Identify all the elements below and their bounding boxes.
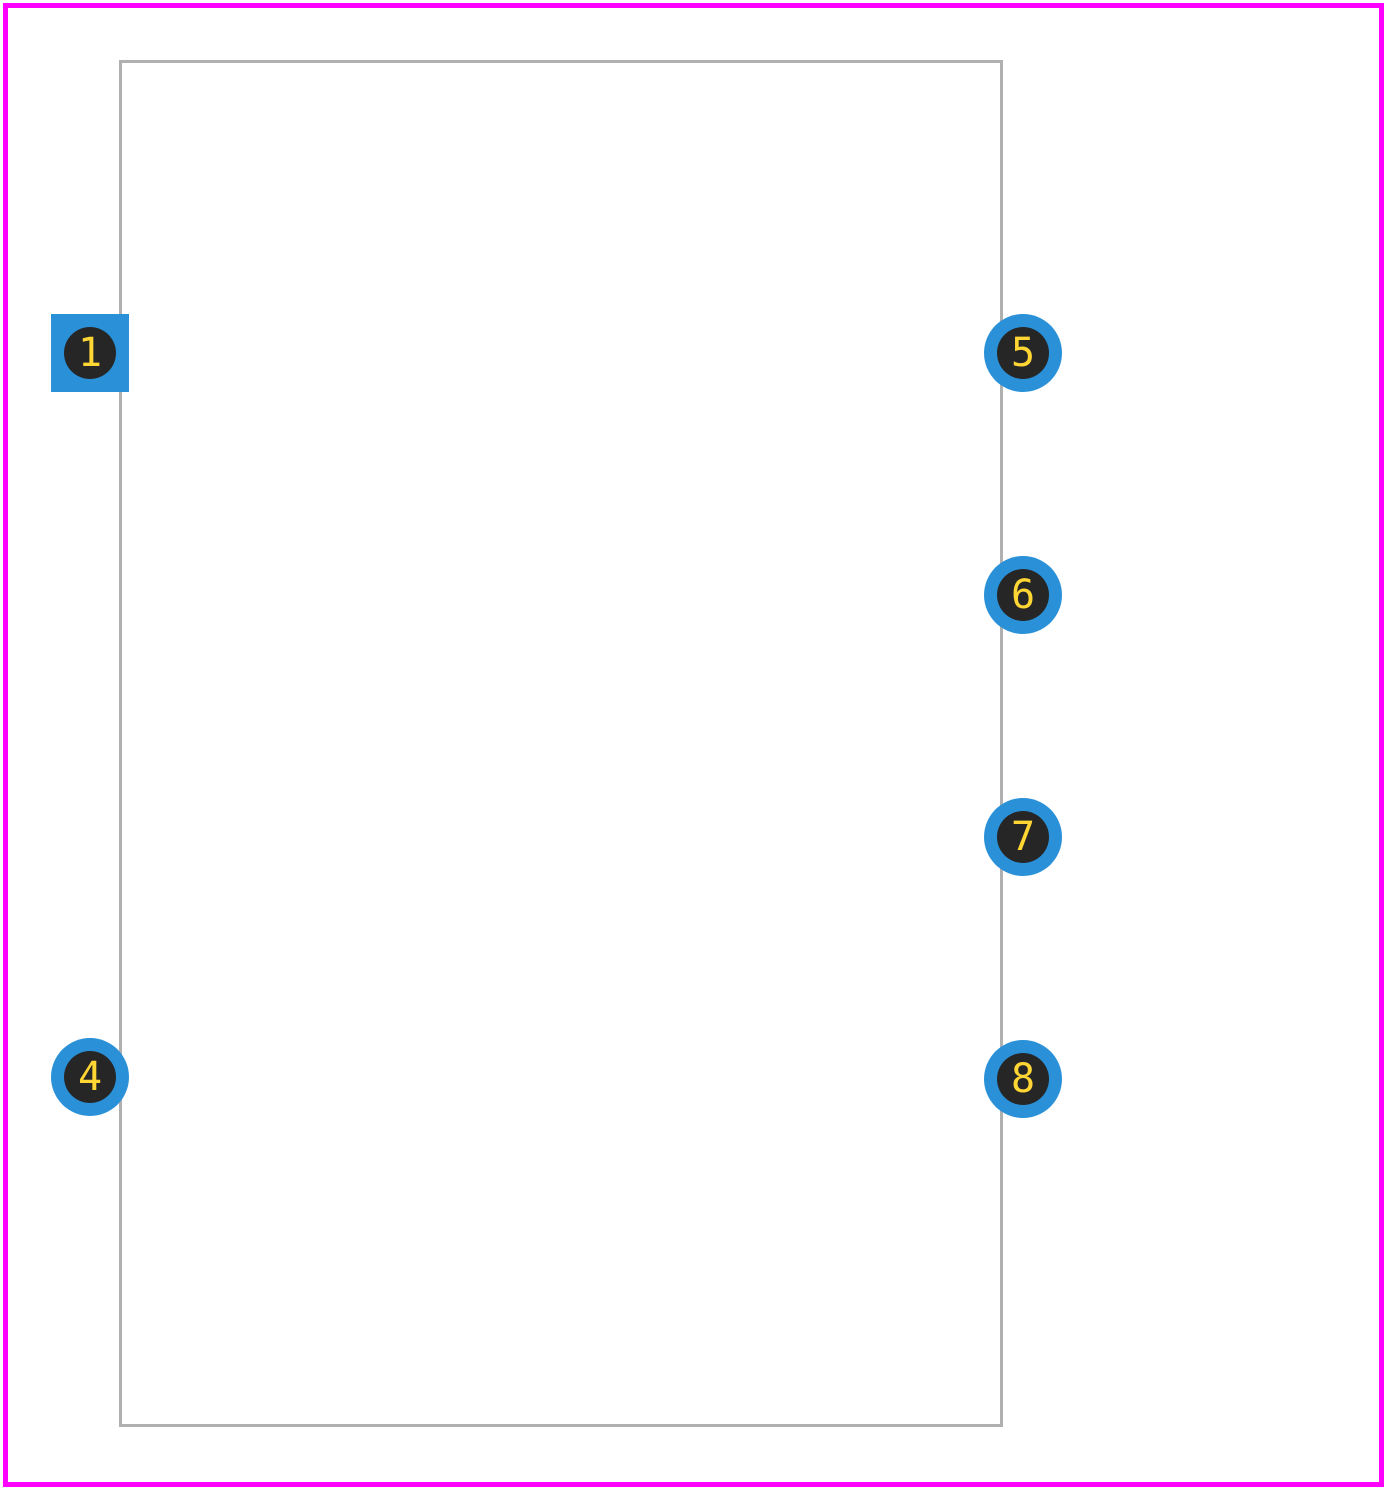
pin-4: 4 [51,1038,129,1116]
pin-6-hole: 6 [997,569,1049,621]
pin-8: 8 [984,1040,1062,1118]
pin-4-hole: 4 [64,1051,116,1103]
pin-5-hole: 5 [997,327,1049,379]
pin-1-label: 1 [78,333,102,373]
pin-7: 7 [984,798,1062,876]
component-body-outline [119,60,1003,1427]
pin-4-label: 4 [78,1057,102,1097]
footprint-canvas: 1 4 5 6 7 8 [0,0,1387,1490]
pin-1: 1 [51,314,129,392]
pin-6-label: 6 [1011,575,1035,615]
pin-7-hole: 7 [997,811,1049,863]
pin-6: 6 [984,556,1062,634]
pin-1-hole: 1 [64,327,116,379]
pin-8-hole: 8 [997,1053,1049,1105]
pin-5: 5 [984,314,1062,392]
pin-8-label: 8 [1011,1059,1035,1099]
pin-5-label: 5 [1011,333,1035,373]
pin-7-label: 7 [1011,817,1035,857]
